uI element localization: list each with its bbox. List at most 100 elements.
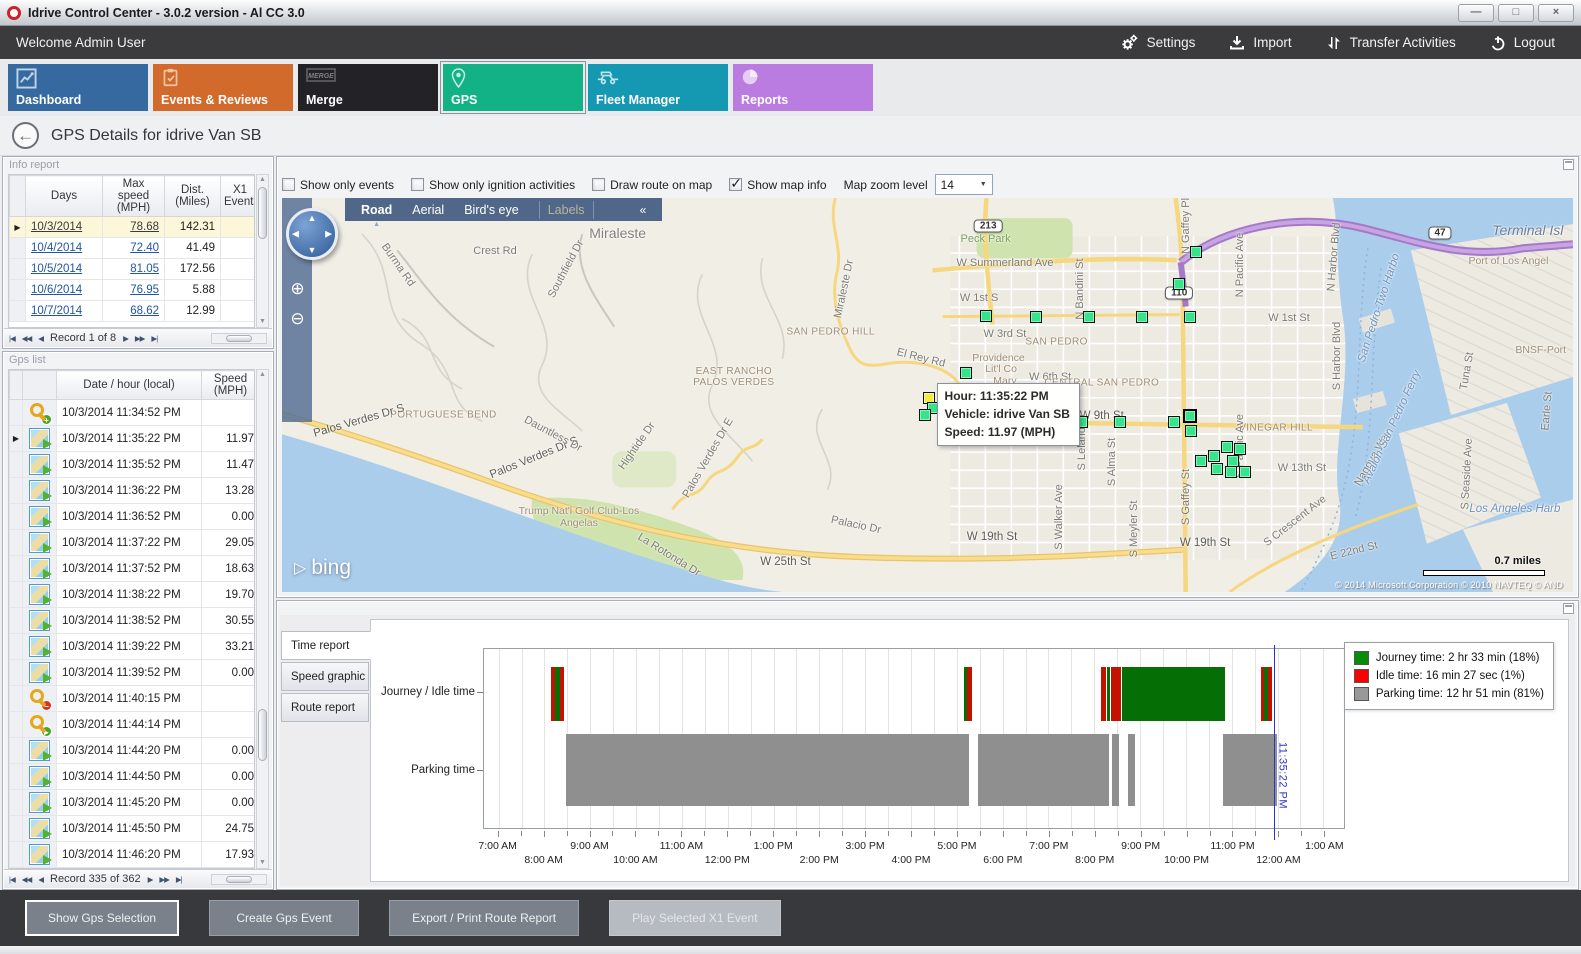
- menu-action-logout[interactable]: Logout: [1490, 35, 1555, 51]
- pager-prev-button[interactable]: ◀: [38, 874, 44, 884]
- gps-list-row[interactable]: 10/3/2014 11:44:50 PM 0.00: [9, 763, 254, 790]
- gps-list-row[interactable]: −10/3/2014 11:40:15 PM: [9, 685, 254, 712]
- day-link[interactable]: 10/7/2014: [31, 305, 83, 317]
- info-column-header-max-speed-mph[interactable]: Max speed (MPH): [102, 175, 165, 217]
- scroll-down-icon[interactable]: ▼: [259, 859, 266, 866]
- pager-first-button[interactable]: |◀: [9, 333, 16, 343]
- map-zoom-in-button[interactable]: ⊕: [290, 279, 305, 298]
- gps-marker[interactable]: [1183, 311, 1196, 324]
- scroll-up-icon[interactable]: ▲: [259, 176, 266, 183]
- gps-list-scrollbar[interactable]: ▲ ▼: [256, 369, 269, 869]
- pager-next-button[interactable]: ▶: [147, 874, 154, 884]
- pager-next-page-button[interactable]: ▶▶: [159, 874, 170, 884]
- scroll-down-icon[interactable]: ▼: [259, 318, 266, 325]
- checkbox-draw-route-on-map[interactable]: Draw route on map: [592, 178, 712, 192]
- map-canvas[interactable]: Miraleste Crest Rd Burma Rd Southfield Dr Mi…: [282, 198, 1573, 592]
- day-link[interactable]: 10/4/2014: [31, 242, 83, 254]
- checkbox-show-only-events[interactable]: Show only events: [282, 178, 394, 192]
- gps-marker[interactable]: [979, 310, 992, 323]
- day-link[interactable]: 10/6/2014: [31, 284, 83, 296]
- info-report-row[interactable]: 10/7/2014 68.62 12.99: [9, 300, 254, 322]
- create-gps-event-button[interactable]: Create Gps Event: [209, 900, 360, 936]
- gps-list-row[interactable]: 10/3/2014 11:37:52 PM 18.63: [9, 555, 254, 582]
- panel-maximize-button[interactable]: [1563, 159, 1574, 170]
- tile-gps[interactable]: GPS: [443, 64, 583, 111]
- pager-prev-page-button[interactable]: ◀◀: [21, 874, 33, 884]
- gps-marker[interactable]: [1224, 465, 1237, 478]
- menu-action-transfer-activities[interactable]: Transfer Activities: [1326, 35, 1456, 51]
- gps-marker[interactable]: [1029, 311, 1042, 324]
- gps-list-row[interactable]: 10/3/2014 11:35:52 PM 11.47: [9, 451, 254, 478]
- minimize-button[interactable]: —: [1458, 3, 1494, 22]
- tab-route-report[interactable]: Route report: [281, 693, 369, 722]
- tile-dashboard[interactable]: Dashboard: [8, 64, 148, 111]
- day-link[interactable]: 10/5/2014: [31, 263, 83, 275]
- max-speed-link[interactable]: 72.40: [130, 242, 159, 254]
- gps-marker[interactable]: [1168, 416, 1181, 429]
- checkbox-box[interactable]: [282, 178, 295, 191]
- gps-marker[interactable]: [1195, 454, 1208, 467]
- checkbox-box[interactable]: [411, 178, 425, 191]
- pager-next-button[interactable]: ▶: [123, 333, 129, 343]
- panel-maximize-button[interactable]: [1563, 603, 1574, 614]
- tile-reports[interactable]: Reports: [733, 64, 873, 111]
- map-mode-road[interactable]: Road: [361, 203, 392, 217]
- checkbox-show-map-info[interactable]: Show map info: [729, 175, 827, 192]
- gps-marker[interactable]: [960, 367, 973, 380]
- gps-marker[interactable]: [1233, 442, 1246, 455]
- gps-list-row[interactable]: +10/3/2014 11:34:52 PM: [9, 399, 254, 426]
- gps-list-row[interactable]: ▶ 10/3/2014 11:35:22 PM 11.97: [9, 425, 254, 452]
- tile-merge[interactable]: MERGE Merge: [298, 64, 438, 111]
- max-speed-link[interactable]: 68.62: [130, 305, 159, 317]
- info-column-header-dist-miles[interactable]: Dist. (Miles): [164, 175, 221, 217]
- gps-marker[interactable]: [1210, 462, 1223, 475]
- pager-hscrollbar[interactable]: [211, 873, 267, 885]
- gps-list-row[interactable]: 10/3/2014 11:39:22 PM 33.21: [9, 633, 254, 660]
- gps-list-row[interactable]: ► 10/3/2014 11:44:14 PM: [9, 711, 254, 738]
- checkbox-box[interactable]: [729, 175, 743, 192]
- checkbox-show-only-ignition-activities[interactable]: Show only ignition activities: [411, 178, 575, 192]
- gps-marker[interactable]: [1184, 425, 1197, 438]
- gps-marker-selected[interactable]: [1182, 409, 1197, 424]
- info-column-header-x1-events[interactable]: X1 Events: [220, 175, 254, 217]
- day-link[interactable]: 10/3/2014: [31, 221, 83, 233]
- pager-prev-page-button[interactable]: ◀◀: [21, 333, 33, 343]
- map-pan-compass[interactable]: ▲ ▼ ◀ ▶: [286, 208, 338, 260]
- pager-first-button[interactable]: |◀: [9, 874, 16, 884]
- info-report-row[interactable]: 10/6/2014 76.95 5.88: [9, 279, 254, 301]
- info-report-row[interactable]: ▶ 10/3/2014 78.68 142.31: [9, 216, 254, 238]
- checkbox-box[interactable]: [592, 178, 606, 191]
- gps-column-header-speed-mph[interactable]: Speed (MPH): [201, 370, 254, 400]
- max-speed-link[interactable]: 76.95: [130, 284, 159, 296]
- show-gps-selection-button[interactable]: Show Gps Selection: [25, 900, 180, 936]
- info-report-scrollbar[interactable]: ▲ ▼: [256, 174, 269, 328]
- gps-list-row[interactable]: 10/3/2014 11:38:52 PM 30.55: [9, 607, 254, 634]
- map-zoom-out-button[interactable]: ⊖: [290, 309, 305, 328]
- map-bar-collapse-button[interactable]: «: [639, 202, 647, 217]
- info-report-row[interactable]: 10/5/2014 81.05 172.56: [9, 258, 254, 280]
- info-report-row[interactable]: 10/4/2014 72.40 41.49: [9, 237, 254, 259]
- gps-list-row[interactable]: 10/3/2014 11:44:20 PM 0.00: [9, 737, 254, 764]
- gps-list-row[interactable]: 10/3/2014 11:36:22 PM 13.28: [9, 477, 254, 504]
- gps-list-row[interactable]: 10/3/2014 11:45:50 PM 24.75: [9, 815, 254, 842]
- scroll-up-icon[interactable]: ▲: [259, 371, 266, 378]
- map-mode-bird-s-eye[interactable]: Bird's eye: [464, 202, 519, 217]
- close-button[interactable]: ×: [1538, 3, 1574, 22]
- menu-action-import[interactable]: Import: [1229, 35, 1292, 51]
- tile-fleet-manager[interactable]: Fleet Manager: [588, 64, 728, 111]
- export-print-route-report-button[interactable]: Export / Print Route Report: [389, 900, 580, 936]
- gps-list-row[interactable]: 10/3/2014 11:37:22 PM 29.05: [9, 529, 254, 556]
- map-mode-aerial[interactable]: Aerial: [412, 202, 445, 217]
- tab-time-report[interactable]: Time report: [281, 631, 371, 660]
- gps-marker[interactable]: [1239, 465, 1252, 478]
- gps-list-row[interactable]: 10/3/2014 11:36:52 PM 0.00: [9, 503, 254, 530]
- gps-list-row[interactable]: 10/3/2014 11:39:52 PM 0.00: [9, 659, 254, 686]
- tile-events-reviews[interactable]: Events & Reviews: [153, 64, 293, 111]
- max-speed-link[interactable]: 81.05: [130, 263, 159, 275]
- pager-hscrollbar[interactable]: [211, 332, 267, 344]
- gps-marker[interactable]: [1208, 449, 1221, 462]
- gps-list-row[interactable]: 10/3/2014 11:46:20 PM 17.93: [9, 841, 254, 868]
- max-speed-link[interactable]: 78.68: [130, 221, 159, 233]
- back-button[interactable]: ←: [12, 122, 39, 149]
- info-column-header-days[interactable]: Days: [25, 175, 103, 217]
